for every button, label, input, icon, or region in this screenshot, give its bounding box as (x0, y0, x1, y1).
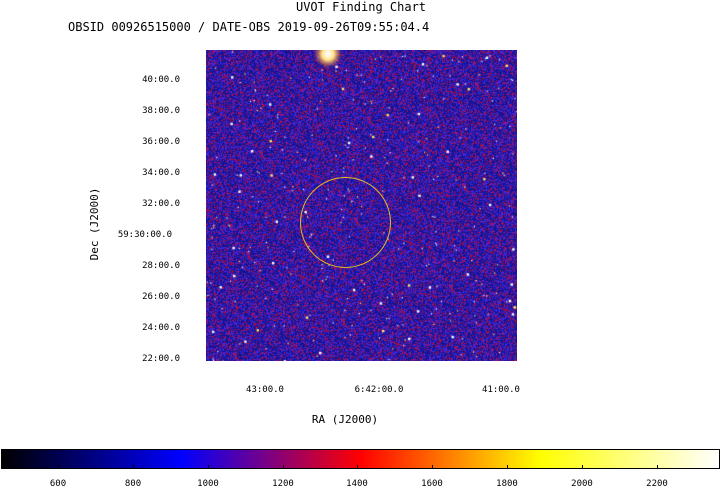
x-tick-label: 6:42:00.0 (354, 385, 404, 395)
colorbar-tick-mark (133, 465, 134, 469)
colorbar-tick-label: 2000 (571, 479, 593, 489)
chart-subtitle: OBSID 00926515000 / DATE-OBS 2019-09-26T… (68, 20, 430, 34)
x-tick-label: 41:00.0 (482, 385, 520, 395)
colorbar (1, 449, 720, 469)
y-tick-label: 26:00.0 (142, 292, 180, 302)
y-tick-label: 38:00.0 (142, 106, 180, 116)
colorbar-tick-label: 600 (49, 479, 67, 489)
colorbar-tick-mark (58, 465, 59, 469)
colorbar-tick-mark (432, 465, 433, 469)
colorbar-tick-label: 1200 (272, 479, 294, 489)
x-tick-label: 43:00.0 (246, 385, 284, 395)
y-tick-label: 36:00.0 (142, 137, 180, 147)
colorbar-tick-label: 1600 (421, 479, 443, 489)
colorbar-tick-label: 1000 (197, 479, 219, 489)
colorbar-tick-mark (208, 465, 209, 469)
y-tick-label: 59:30:00.0 (117, 230, 172, 240)
colorbar-tick-label: 800 (124, 479, 142, 489)
colorbar-tick-mark (657, 465, 658, 469)
y-tick-label: 28:00.0 (142, 261, 180, 271)
y-tick-label: 22:00.0 (142, 354, 180, 364)
colorbar-tick-mark (357, 465, 358, 469)
chart-title: UVOT Finding Chart (295, 0, 427, 14)
colorbar-tick-mark (582, 465, 583, 469)
source-region-circle (300, 177, 391, 268)
y-axis-label: Dec (J2000) (88, 187, 101, 261)
x-axis-label: RA (J2000) (311, 413, 379, 426)
colorbar-tick-mark (507, 465, 508, 469)
y-tick-label: 40:00.0 (142, 75, 180, 85)
y-tick-label: 24:00.0 (142, 323, 180, 333)
y-tick-label: 32:00.0 (142, 199, 180, 209)
colorbar-tick-mark (283, 465, 284, 469)
colorbar-tick-label: 1800 (496, 479, 518, 489)
y-tick-label: 34:00.0 (142, 168, 180, 178)
colorbar-tick-label: 2200 (646, 479, 668, 489)
colorbar-tick-label: 1400 (346, 479, 368, 489)
